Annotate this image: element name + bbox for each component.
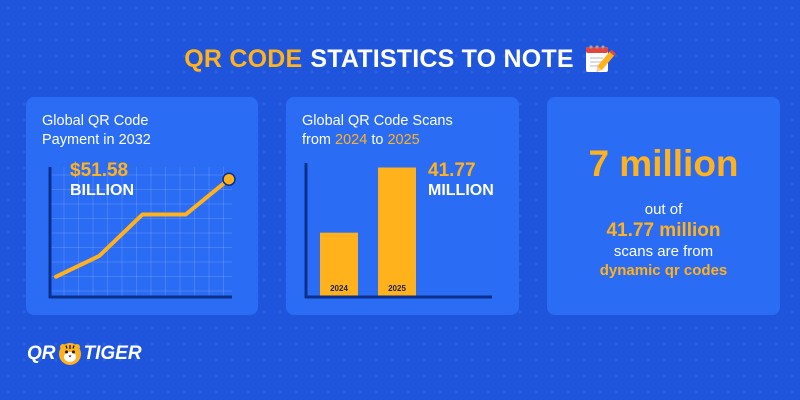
payment-value: $51.58 BILLION xyxy=(70,161,134,201)
scans-value: 41.77 MILLION xyxy=(428,161,494,201)
dynamic-big-stat: 7 million xyxy=(588,143,739,184)
scans-title-line1: Global QR Code Scans xyxy=(302,113,453,129)
payment-card-title: Global QR Code Payment in 2032 xyxy=(42,112,242,150)
bar-2024 xyxy=(320,232,358,296)
bar-label-2025: 2025 xyxy=(388,284,406,293)
scans-value-unit: MILLION xyxy=(428,182,494,199)
payment-value-number: $51.58 xyxy=(70,160,129,181)
page-title: QR CODE STATISTICS TO NOTE xyxy=(0,42,800,76)
scans-title-year-a: 2024 xyxy=(335,132,368,148)
scans-card: Global QR Code Scans from 2024 to 2025 2… xyxy=(286,97,519,315)
notepad-pencil-icon xyxy=(585,45,616,73)
dynamic-line3: scans are from xyxy=(613,243,714,260)
scans-card-title: Global QR Code Scans from 2024 to 2025 xyxy=(302,112,502,150)
logo-text-right: TIGER xyxy=(83,343,142,364)
bar-label-2024: 2024 xyxy=(330,284,348,293)
payment-endpoint-marker xyxy=(222,172,236,186)
title-highlight: QR CODE xyxy=(184,44,303,73)
scans-title-from: from xyxy=(302,132,336,148)
scans-title-to: to xyxy=(367,132,388,148)
qr-tiger-logo: QR TIGER xyxy=(27,342,142,366)
scans-bar-chart: 2024 2025 xyxy=(304,163,492,299)
dynamic-card: 7 million out of 41.77 million scans are… xyxy=(547,97,780,315)
dynamic-line2: 41.77 million xyxy=(606,220,721,241)
dynamic-line1: out of xyxy=(644,201,683,218)
payment-value-unit: BILLION xyxy=(70,182,134,199)
payment-line-chart xyxy=(48,167,236,299)
bar-2025 xyxy=(378,167,416,296)
payment-title-line2: Payment in 2032 xyxy=(42,132,151,148)
scans-value-number: 41.77 xyxy=(428,160,476,181)
payment-title-line1: Global QR Code xyxy=(42,113,149,129)
dynamic-line4: dynamic qr codes xyxy=(599,262,728,279)
title-rest: STATISTICS TO NOTE xyxy=(310,44,574,73)
tiger-icon xyxy=(58,343,81,365)
scans-title-year-b: 2025 xyxy=(387,132,420,148)
payment-card: Global QR Code Payment in 2032 $51.58 BI… xyxy=(26,97,258,315)
logo-text-left: QR xyxy=(27,343,56,364)
